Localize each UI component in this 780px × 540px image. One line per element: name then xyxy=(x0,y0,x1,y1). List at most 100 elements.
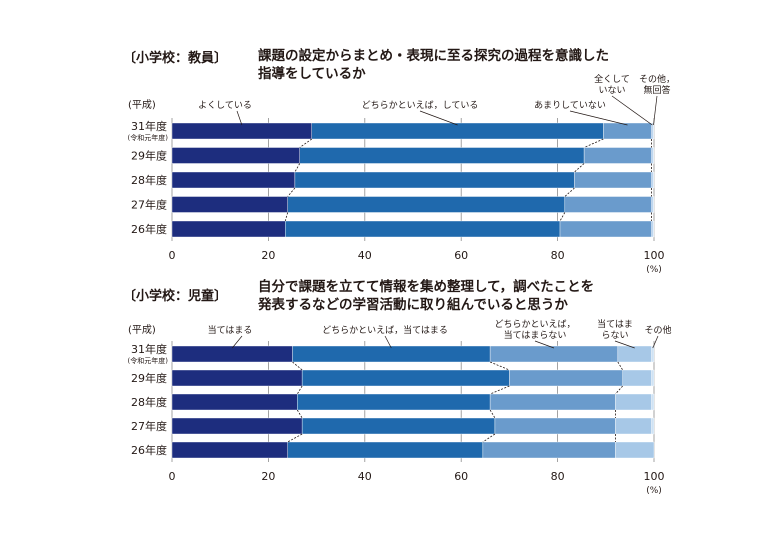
category-label: 31年度 xyxy=(131,119,167,133)
bar-segment-2 xyxy=(294,171,575,189)
year-header: (平成) xyxy=(128,324,156,336)
bar-segment-1 xyxy=(171,417,303,435)
connector-line xyxy=(299,138,313,148)
bar-segment-1 xyxy=(171,220,286,238)
bar-segment-3 xyxy=(489,393,616,411)
connector-line xyxy=(574,163,585,173)
bar-segment-5 xyxy=(652,171,655,189)
x-tick-label: 80 xyxy=(551,249,565,262)
x-tick-label: 100 xyxy=(644,249,665,262)
connector-line xyxy=(284,212,289,222)
series-label: いない xyxy=(598,85,625,96)
leader-line xyxy=(614,340,635,349)
bar-segment-2 xyxy=(301,417,496,435)
category-label: 29年度 xyxy=(131,371,167,385)
bar-segment-3 xyxy=(509,369,623,387)
leader-line xyxy=(534,340,555,349)
connector-line xyxy=(489,385,510,395)
leader-line xyxy=(652,335,659,349)
series-label: どちらかといえば，当てはまる xyxy=(322,324,448,336)
chart-title-line: 課題の設定からまとめ・表現に至る探究の過程を意識した xyxy=(258,47,609,64)
bar-segment-4 xyxy=(622,369,652,387)
bar-segment-5 xyxy=(651,345,655,363)
x-tick-label: 40 xyxy=(358,470,372,483)
x-tick-label: 60 xyxy=(454,249,468,262)
connector-line xyxy=(583,138,604,148)
bar-segment-1 xyxy=(171,196,288,213)
series-label: どちらかといえば，している xyxy=(362,100,479,111)
bar-segment-2 xyxy=(311,122,604,140)
leader-line xyxy=(611,95,653,126)
category-label: 28年度 xyxy=(131,395,167,409)
series-label: よくしている xyxy=(198,100,252,111)
series-label: 当てはま xyxy=(597,318,633,330)
series-label: その他 xyxy=(644,324,671,336)
bar-segment-1 xyxy=(171,171,296,189)
series-label: らない xyxy=(601,330,628,341)
bar-segment-5 xyxy=(651,393,655,411)
chart-title-line: 発表するなどの学習活動に取り組んでいると思うか xyxy=(257,296,568,313)
bar-segment-3 xyxy=(494,417,616,435)
series-label: その他， xyxy=(639,73,675,85)
series-label: どちらかといえば， xyxy=(494,319,575,330)
leader-line xyxy=(653,95,658,126)
connector-line xyxy=(482,433,496,443)
bar-segment-1 xyxy=(171,345,293,363)
bar-segment-2 xyxy=(299,147,585,164)
connector-line xyxy=(489,361,510,371)
x-tick-label: 20 xyxy=(261,470,275,483)
connector-line xyxy=(294,163,301,173)
connector-line xyxy=(287,187,296,197)
bar-segment-4 xyxy=(651,196,654,213)
bar-segment-3 xyxy=(574,171,652,189)
bar-segment-3 xyxy=(489,345,619,363)
bar-segment-3 xyxy=(603,122,652,140)
bar-segment-5 xyxy=(651,417,655,435)
bar-segment-1 xyxy=(171,393,298,411)
bar-segment-5 xyxy=(652,147,655,164)
bar-segment-4 xyxy=(615,441,655,459)
bar-segment-4 xyxy=(617,345,652,363)
bar-segment-2 xyxy=(292,345,491,363)
bar-segment-1 xyxy=(171,441,288,459)
category-label: 31年度 xyxy=(131,342,167,356)
bar-segment-1 xyxy=(171,122,312,140)
x-tick-label: 20 xyxy=(261,249,275,262)
x-tick-label: 80 xyxy=(551,470,565,483)
leader-line xyxy=(231,335,243,349)
bar-segment-5 xyxy=(651,369,655,387)
x-tick-label: 0 xyxy=(169,249,176,262)
category-sublabel: (令和元年度) xyxy=(128,133,169,142)
chart-tag: 〔小学校：児童〕 xyxy=(123,288,227,304)
year-header: (平成) xyxy=(128,99,156,111)
bar-segment-4 xyxy=(615,417,652,435)
connector-line xyxy=(296,385,303,395)
bar-segment-3 xyxy=(583,147,652,164)
chart-tag: 〔小学校：教員〕 xyxy=(123,50,227,66)
series-label: 当てはまる xyxy=(208,324,253,336)
bar-segment-4 xyxy=(651,147,654,164)
bar-segment-2 xyxy=(285,220,561,238)
connector-line xyxy=(489,409,496,419)
x-tick-label: 0 xyxy=(169,470,176,483)
x-tick-label: 100 xyxy=(644,470,665,483)
connector-line xyxy=(559,212,566,222)
connector-line xyxy=(287,433,303,443)
leader-line xyxy=(236,110,243,126)
x-tick-label: 40 xyxy=(358,249,372,262)
bar-segment-5 xyxy=(652,220,655,238)
chart-title-line: 自分で課題を立てて情報を集め整理して，調べたことを xyxy=(258,278,594,295)
category-label: 27年度 xyxy=(131,419,167,433)
category-label: 26年度 xyxy=(131,222,167,236)
series-label: 全くして xyxy=(594,73,630,85)
chart-title-line: 指導をしているか xyxy=(258,65,366,82)
bar-segment-5 xyxy=(652,196,655,213)
x-tick-label: 60 xyxy=(454,470,468,483)
connector-line xyxy=(617,361,624,371)
bar-segment-4 xyxy=(651,122,654,140)
bar-segment-2 xyxy=(297,393,491,411)
category-label: 28年度 xyxy=(131,173,167,187)
bar-segment-1 xyxy=(171,147,300,164)
bar-segment-4 xyxy=(651,171,654,189)
